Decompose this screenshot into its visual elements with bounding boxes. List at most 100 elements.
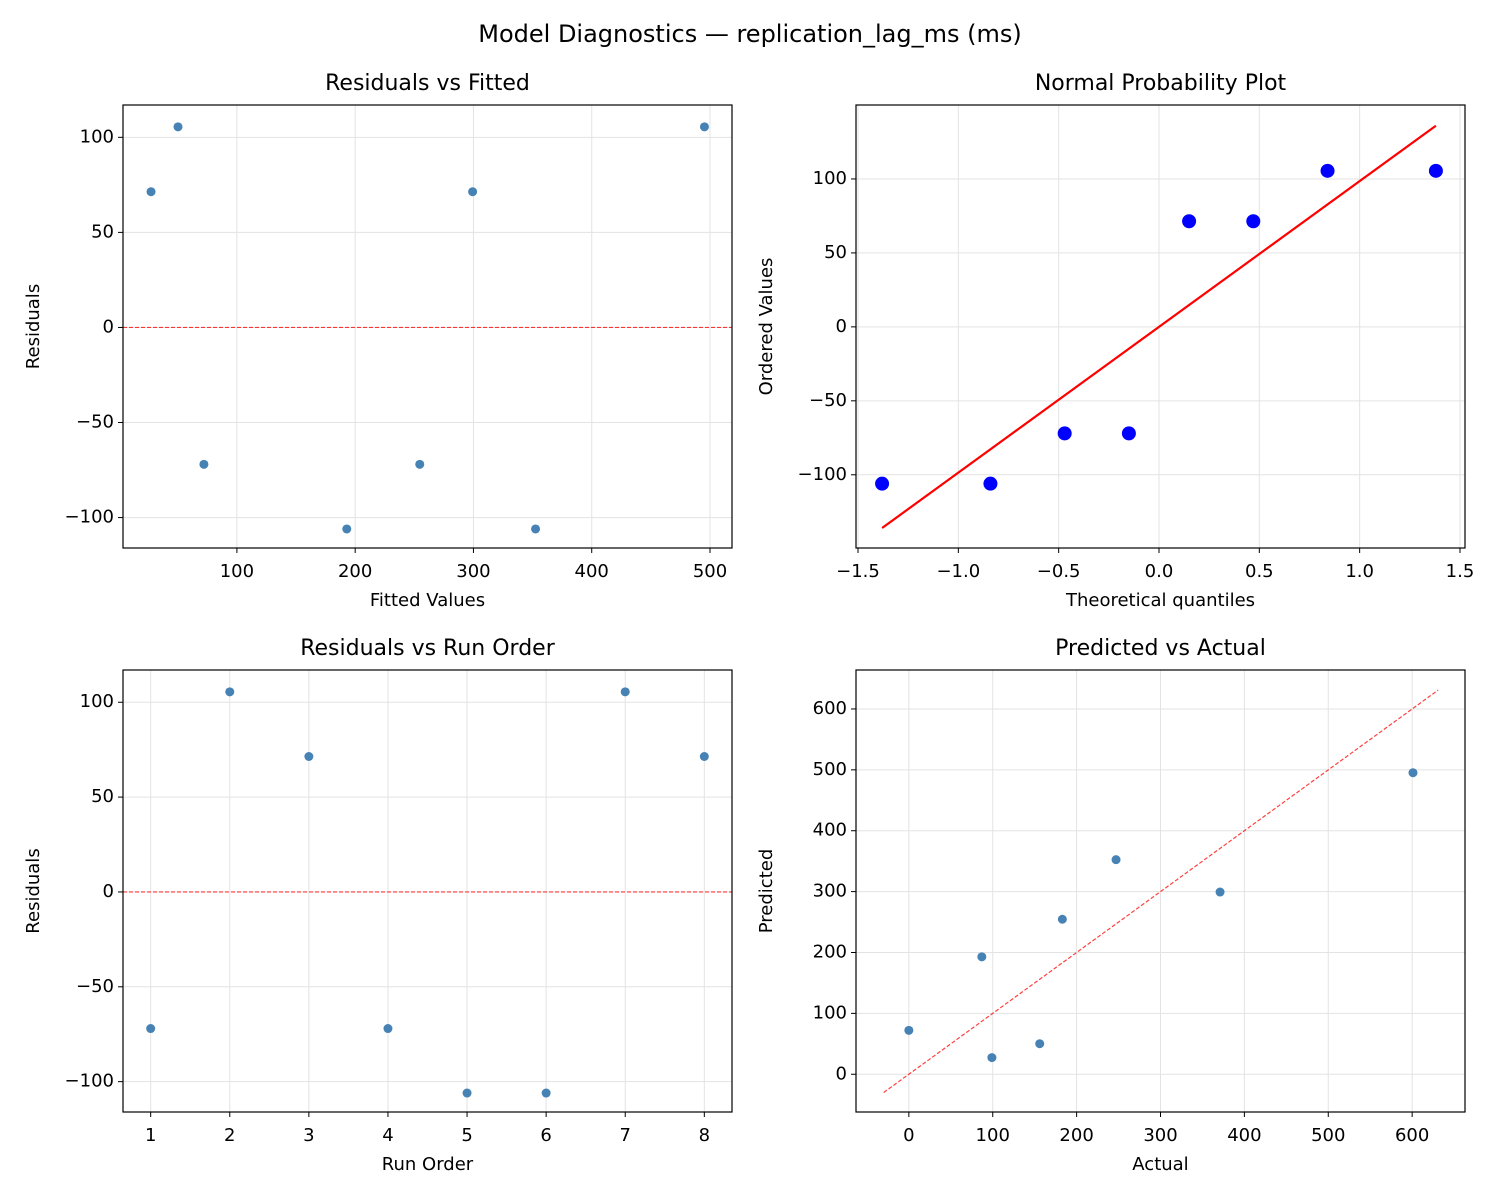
x-tick-label: 6 xyxy=(540,1125,551,1146)
y-tick-label: −100 xyxy=(798,464,847,485)
x-tick-label: 200 xyxy=(338,561,372,582)
y-tick-label: 100 xyxy=(80,691,114,712)
x-tick-label: 300 xyxy=(456,561,490,582)
x-tick-label: 400 xyxy=(1227,1125,1261,1146)
point xyxy=(531,524,541,534)
y-axis-label: Residuals xyxy=(23,848,44,933)
x-axis-label: Theoretical quantiles xyxy=(1065,590,1255,611)
y-tick-label: 100 xyxy=(80,126,114,147)
fit-line xyxy=(881,124,1437,529)
figure-title: Model Diagnostics — replication_lag_ms (… xyxy=(478,20,1022,48)
point xyxy=(875,476,890,491)
y-tick-label: 50 xyxy=(91,221,114,242)
x-tick-label: 3 xyxy=(303,1125,314,1146)
fit-line xyxy=(883,689,1439,1094)
subplot-title: Predicted vs Actual xyxy=(1055,636,1266,661)
y-tick-label: 200 xyxy=(813,941,847,962)
plot-frame xyxy=(122,104,733,549)
point xyxy=(199,459,209,469)
point xyxy=(983,476,998,491)
point xyxy=(225,687,235,697)
x-tick-label: 400 xyxy=(575,561,609,582)
x-tick-label: −0.5 xyxy=(1037,561,1081,582)
point xyxy=(146,1024,156,1034)
point xyxy=(304,752,314,762)
x-tick-label: 0 xyxy=(903,1125,914,1146)
x-tick-label: 200 xyxy=(1059,1125,1093,1146)
point xyxy=(383,1024,393,1034)
x-tick-label: 100 xyxy=(976,1125,1010,1146)
plot-frame xyxy=(855,104,1466,549)
y-tick-label: 100 xyxy=(813,1002,847,1023)
x-tick-label: 300 xyxy=(1143,1125,1177,1146)
point xyxy=(699,752,709,762)
plot-frame xyxy=(855,669,1466,1113)
subplot: Normal Probability Plot Theoretical quant… xyxy=(756,71,1474,611)
x-tick-label: 0.5 xyxy=(1245,561,1274,582)
x-tick-label: 8 xyxy=(699,1125,710,1146)
subplot: Predicted vs Actual Actual Predicted 0 100 20… xyxy=(756,636,1466,1175)
y-tick-label: 50 xyxy=(91,786,114,807)
x-tick-label: 2 xyxy=(224,1125,235,1146)
point xyxy=(1246,214,1261,229)
x-axis-label: Run Order xyxy=(382,1154,474,1175)
point xyxy=(462,1088,472,1098)
point xyxy=(415,459,425,469)
y-tick-label: −50 xyxy=(809,390,847,411)
point xyxy=(1057,914,1067,924)
x-tick-label: −1.0 xyxy=(936,561,980,582)
y-tick-label: −50 xyxy=(76,976,114,997)
subplot-title: Normal Probability Plot xyxy=(1035,71,1287,96)
point xyxy=(1111,855,1121,865)
y-tick-label: 300 xyxy=(813,881,847,902)
y-tick-label: 0 xyxy=(103,881,114,902)
x-tick-label: 4 xyxy=(382,1125,393,1146)
point xyxy=(1428,163,1443,178)
point xyxy=(1035,1039,1045,1049)
y-tick-label: −100 xyxy=(65,507,114,528)
y-axis-label: Ordered Values xyxy=(756,258,777,396)
point xyxy=(146,187,156,197)
y-tick-label: 0 xyxy=(103,316,114,337)
plot-frame xyxy=(122,669,733,1113)
y-axis-label: Residuals xyxy=(23,284,44,369)
x-tick-label: 500 xyxy=(1311,1125,1345,1146)
x-tick-label: −1.5 xyxy=(836,561,880,582)
y-tick-label: −50 xyxy=(76,412,114,433)
point xyxy=(699,122,709,132)
y-tick-label: 600 xyxy=(813,698,847,719)
x-tick-label: 600 xyxy=(1395,1125,1429,1146)
point xyxy=(620,687,630,697)
x-tick-label: 7 xyxy=(620,1125,631,1146)
x-tick-label: 500 xyxy=(693,561,727,582)
y-tick-label: 0 xyxy=(836,316,847,337)
point xyxy=(1408,768,1418,778)
point xyxy=(904,1025,914,1035)
y-tick-label: 100 xyxy=(813,168,847,189)
x-tick-label: 100 xyxy=(220,561,254,582)
subplot-title: Residuals vs Fitted xyxy=(325,71,530,96)
x-tick-label: 1.5 xyxy=(1446,561,1475,582)
y-tick-label: 50 xyxy=(824,242,847,263)
point xyxy=(1215,887,1225,897)
point xyxy=(173,122,183,132)
subplot-title: Residuals vs Run Order xyxy=(300,636,555,661)
x-axis-label: Fitted Values xyxy=(370,590,485,611)
point xyxy=(468,187,478,197)
subplot: Residuals vs Run Order Run Order Residuals… xyxy=(23,636,733,1175)
y-tick-label: −100 xyxy=(65,1071,114,1092)
point xyxy=(987,1053,997,1063)
point xyxy=(977,952,987,962)
y-tick-label: 0 xyxy=(836,1063,847,1084)
point xyxy=(1057,426,1072,441)
y-tick-label: 500 xyxy=(813,759,847,780)
point xyxy=(1320,163,1335,178)
x-tick-label: 1.0 xyxy=(1345,561,1374,582)
point xyxy=(1121,426,1136,441)
point xyxy=(342,524,352,534)
x-tick-label: 1 xyxy=(145,1125,156,1146)
x-tick-label: 0.0 xyxy=(1145,561,1174,582)
point xyxy=(541,1088,551,1098)
